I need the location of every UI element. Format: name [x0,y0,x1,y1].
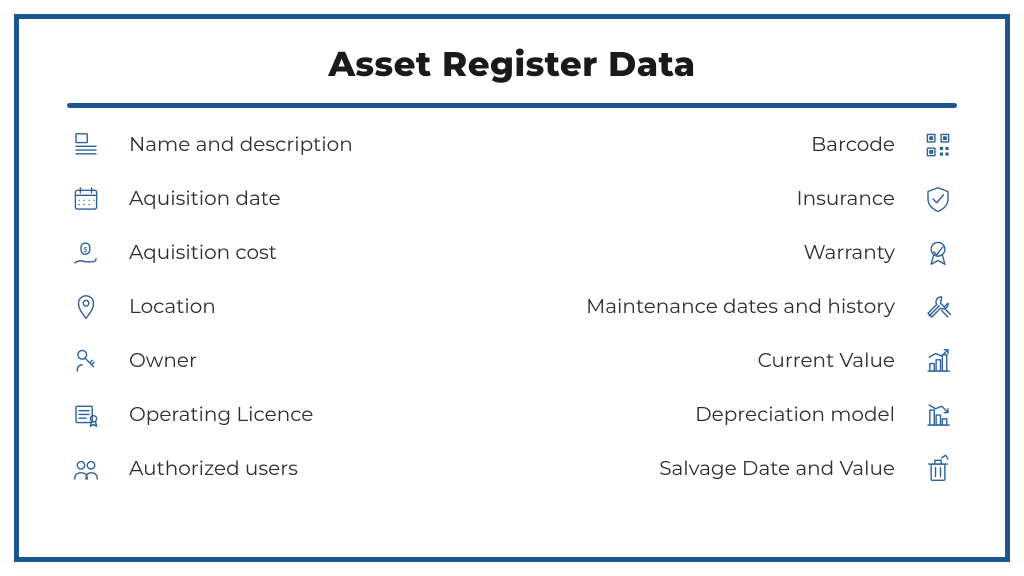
infographic-frame: Asset Register Data Name and description… [14,14,1010,562]
list-item: Location [71,292,216,322]
money-hand-icon: $ [71,238,101,268]
list-item: $ Aquisition cost [71,238,277,268]
users-icon [71,454,101,484]
list-item: Maintenance dates and history [586,292,953,322]
left-column: Name and description Aquisition date $ Aqui… [71,130,353,484]
page-title: Asset Register Data [67,43,957,85]
document-lines-icon [71,130,101,160]
item-label: Barcode [811,133,895,157]
bar-chart-down-icon [923,400,953,430]
item-label: Name and description [129,133,353,157]
tools-icon [923,292,953,322]
certificate-icon [71,400,101,430]
list-item: Operating Licence [71,400,313,430]
columns-wrapper: Name and description Aquisition date $ Aqui… [67,130,957,484]
calendar-icon [71,184,101,214]
list-item: Owner [71,346,197,376]
list-item: Barcode [811,130,953,160]
list-item: Salvage Date and Value [659,454,953,484]
trash-recycle-icon [923,454,953,484]
item-label: Salvage Date and Value [659,457,895,481]
item-label: Current Value [758,349,895,373]
award-ribbon-icon [923,238,953,268]
list-item: Aquisition date [71,184,281,214]
qr-code-icon [923,130,953,160]
location-pin-icon [71,292,101,322]
item-label: Location [129,295,216,319]
item-label: Depreciation model [695,403,895,427]
item-label: Owner [129,349,197,373]
item-label: Authorized users [129,457,298,481]
svg-text:$: $ [83,245,88,254]
shield-check-icon [923,184,953,214]
right-column: Barcode Insurance Warranty Maintenance date… [586,130,953,484]
list-item: Warranty [803,238,953,268]
item-label: Insurance [797,187,895,211]
list-item: Depreciation model [695,400,953,430]
list-item: Current Value [758,346,953,376]
item-label: Aquisition cost [129,241,277,265]
bar-chart-up-icon [923,346,953,376]
list-item: Name and description [71,130,353,160]
list-item: Authorized users [71,454,298,484]
item-label: Warranty [803,241,895,265]
item-label: Aquisition date [129,187,281,211]
list-item: Insurance [797,184,953,214]
key-person-icon [71,346,101,376]
item-label: Maintenance dates and history [586,295,895,319]
title-divider [67,103,957,108]
item-label: Operating Licence [129,403,313,427]
